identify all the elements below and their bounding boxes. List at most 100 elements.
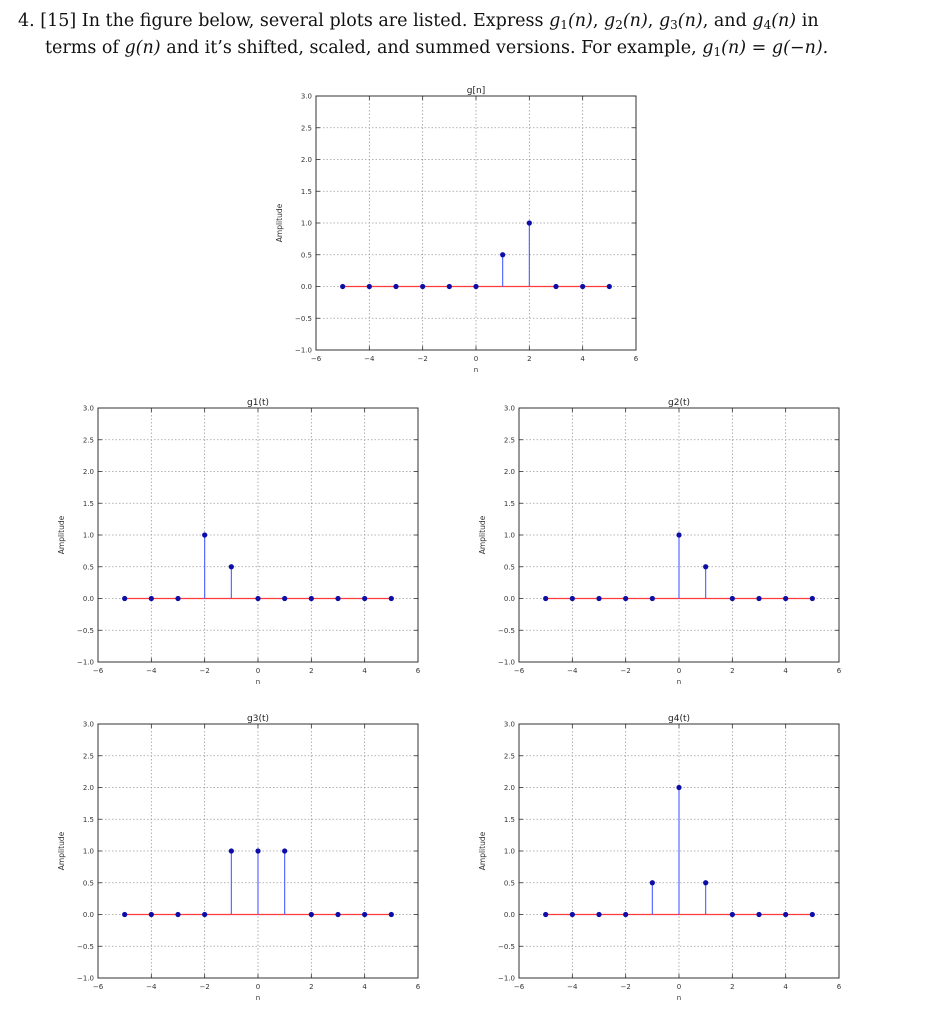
stem-marker — [569, 595, 575, 602]
x-tick-label: −2 — [621, 983, 631, 991]
stem-marker — [366, 283, 372, 290]
x-axis-label: n — [256, 994, 260, 1002]
y-tick-label: 2.5 — [504, 752, 515, 760]
stem-marker — [335, 595, 341, 602]
stem-marker — [606, 283, 612, 290]
y-tick-label: −1.0 — [498, 659, 515, 667]
x-tick-label: 6 — [416, 983, 421, 991]
math-example-lhs: g1(n) — [702, 38, 747, 59]
x-tick-label: 0 — [677, 667, 681, 675]
y-tick-label: 3.0 — [83, 405, 94, 413]
y-axis-label: Amplitude — [478, 831, 487, 870]
math-g-n: g(n) — [124, 38, 161, 58]
x-axis-label: n — [677, 678, 681, 686]
stem-marker — [649, 880, 655, 886]
problem-text-b: terms of — [45, 38, 119, 58]
y-tick-label: −1.0 — [498, 975, 515, 983]
stem-marker — [148, 911, 154, 918]
x-tick-label: 0 — [474, 355, 478, 363]
stem-marker — [596, 911, 602, 918]
stem-marker — [500, 252, 506, 258]
y-tick-label: −1.0 — [77, 975, 94, 983]
y-tick-label: 2.0 — [83, 468, 94, 476]
word-and: and — [713, 11, 747, 31]
stem-marker — [676, 784, 682, 791]
stem-marker — [809, 911, 815, 918]
word-in: in — [801, 11, 819, 31]
x-tick-label: −6 — [93, 667, 104, 675]
stem-marker — [202, 911, 208, 918]
y-tick-label: 1.5 — [301, 188, 312, 196]
stem-marker — [335, 911, 341, 918]
stem-marker — [473, 283, 479, 290]
y-tick-label: 1.0 — [301, 220, 312, 228]
stem-marker — [340, 283, 346, 290]
y-axis-label: Amplitude — [478, 515, 487, 554]
stem-marker — [308, 911, 314, 918]
stem-marker — [388, 595, 394, 602]
chart-title: g2(t) — [668, 398, 690, 408]
y-tick-label: 2.0 — [504, 784, 515, 792]
stem-marker — [393, 283, 399, 290]
stem-marker — [420, 283, 426, 290]
stem-marker — [783, 595, 789, 602]
x-tick-label: 2 — [730, 667, 734, 675]
stem-marker — [703, 564, 709, 570]
y-tick-label: 0.0 — [83, 595, 94, 603]
stem-marker — [623, 595, 629, 602]
x-tick-label: −4 — [146, 667, 157, 675]
x-tick-label: −2 — [200, 983, 210, 991]
math-g1: g1(n) — [549, 11, 593, 32]
stem-marker — [228, 848, 234, 854]
problem-text-a: In the figure below, several plots are l… — [81, 11, 544, 31]
x-tick-label: 0 — [256, 667, 260, 675]
y-axis-label: Amplitude — [57, 831, 66, 870]
y-tick-label: −0.5 — [498, 943, 515, 951]
x-tick-label: −2 — [200, 667, 210, 675]
stem-marker — [175, 595, 181, 602]
x-tick-label: −2 — [621, 667, 631, 675]
x-axis-label: n — [474, 366, 478, 374]
problem-number: 4. — [18, 11, 35, 31]
y-tick-label: 0.0 — [83, 911, 94, 919]
x-tick-label: −2 — [418, 355, 428, 363]
stem-marker — [729, 911, 735, 918]
y-tick-label: 0.0 — [504, 911, 515, 919]
stem-marker — [228, 564, 234, 570]
y-tick-label: −1.0 — [295, 347, 312, 355]
problem-points: [15] — [40, 11, 77, 31]
x-tick-label: −4 — [364, 355, 375, 363]
stem-marker — [756, 595, 762, 602]
stem-marker — [729, 595, 735, 602]
x-tick-label: 6 — [416, 667, 421, 675]
stem-marker — [175, 911, 181, 918]
x-tick-label: −6 — [93, 983, 104, 991]
plot-g1: −6 −4 −2 0 2 4 6 −1.0 −0.5 0.0 0.5 1.0 1.5 2.0 2.5 3.0 g… — [57, 398, 421, 686]
y-tick-label: 1.5 — [504, 500, 515, 508]
x-tick-label: 0 — [677, 983, 681, 991]
x-tick-label: 6 — [837, 667, 842, 675]
y-tick-label: 2.5 — [504, 436, 515, 444]
y-tick-label: −0.5 — [295, 315, 312, 323]
x-tick-label: 2 — [309, 983, 313, 991]
plot-g4: −6 −4 −2 0 2 4 6 −1.0 −0.5 0.0 0.5 1.0 1.5 2.0 2.5 3.0 g… — [478, 714, 842, 1002]
y-tick-label: −1.0 — [77, 659, 94, 667]
math-example-rhs: g(−n). — [771, 38, 829, 58]
y-tick-label: 0.5 — [301, 251, 312, 259]
y-tick-label: 0.0 — [504, 595, 515, 603]
stem-marker — [553, 283, 559, 290]
x-tick-label: −4 — [567, 983, 578, 991]
stem-marker — [388, 911, 394, 918]
x-tick-label: 4 — [783, 983, 788, 991]
problem-line-2: terms of g(n) and it’s shifted, scaled, … — [18, 37, 923, 64]
math-g4: g4(n) — [752, 11, 797, 32]
math-example-eq: = — [751, 38, 767, 58]
stem-marker — [809, 595, 815, 602]
stem-marker — [756, 911, 762, 918]
y-tick-label: 2.5 — [301, 124, 312, 132]
y-tick-label: 1.5 — [83, 816, 94, 824]
chart-title: g1(t) — [247, 398, 269, 408]
y-tick-label: 3.0 — [301, 93, 312, 101]
x-tick-label: −6 — [514, 667, 525, 675]
y-tick-label: 1.5 — [504, 816, 515, 824]
